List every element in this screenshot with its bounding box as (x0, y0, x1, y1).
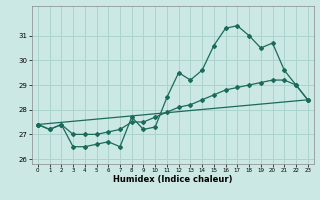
X-axis label: Humidex (Indice chaleur): Humidex (Indice chaleur) (113, 175, 233, 184)
